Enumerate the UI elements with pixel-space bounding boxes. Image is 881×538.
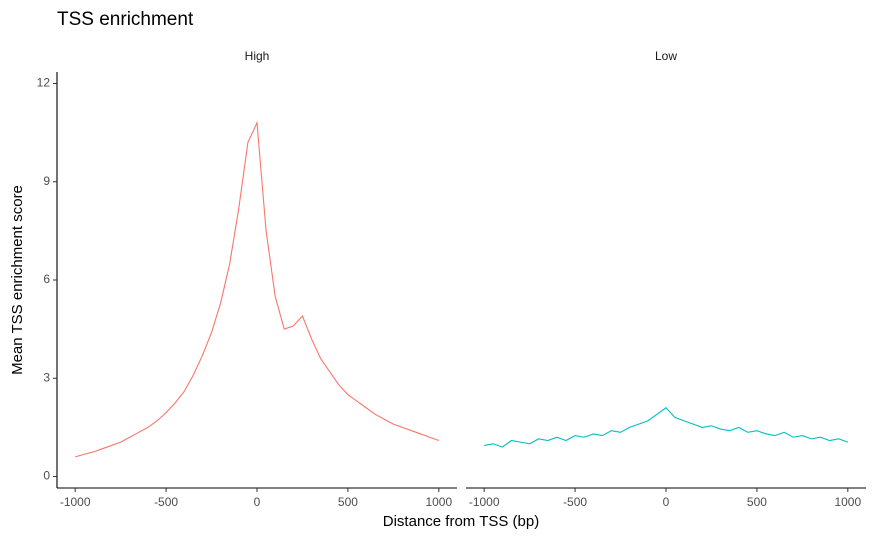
facet-label: Low [655, 49, 677, 63]
x-tick-label: 1000 [425, 495, 452, 509]
x-tick-label: -1000 [469, 495, 500, 509]
line [75, 120, 440, 458]
x-tick-label: 0 [254, 495, 261, 509]
x-tick-label: 500 [338, 495, 358, 509]
chart-title: TSS enrichment [57, 9, 194, 30]
x-tick-label: -500 [563, 495, 587, 509]
x-tick-label: 1000 [834, 495, 861, 509]
y-tick-label: 3 [43, 370, 50, 384]
line [484, 407, 849, 448]
x-tick-label: -1000 [60, 495, 91, 509]
y-tick-label: 12 [37, 76, 51, 90]
y-tick-label: 0 [43, 469, 50, 483]
y-tick-label: 6 [43, 272, 50, 286]
facet-label: High [245, 49, 270, 63]
x-axis-label: Distance from TSS (bp) [383, 513, 539, 530]
y-axis-label: Mean TSS enrichment score [9, 185, 26, 375]
x-tick-label: 500 [747, 495, 767, 509]
y-tick-label: 9 [43, 174, 50, 188]
x-tick-label: 0 [663, 495, 670, 509]
x-tick-label: -500 [154, 495, 178, 509]
